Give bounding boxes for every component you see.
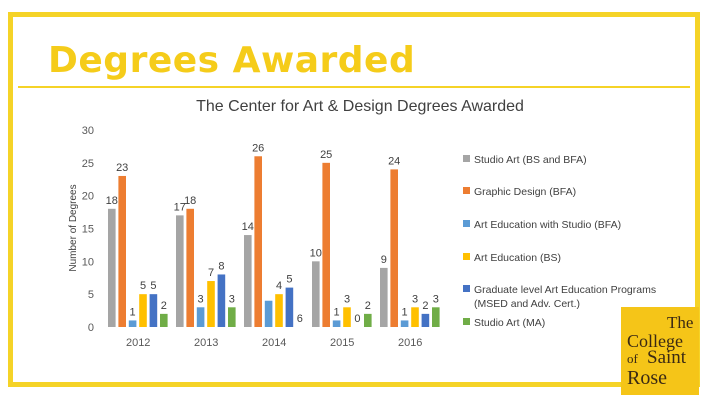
bar — [228, 307, 236, 327]
logo-text-of: of — [627, 351, 638, 366]
bar — [343, 307, 351, 327]
data-label: 5 — [150, 280, 156, 292]
legend-label: Graduate level Art Education Programs — [474, 284, 656, 296]
data-label: 5 — [286, 274, 292, 286]
legend-swatch — [463, 220, 470, 227]
data-label: 10 — [310, 247, 322, 259]
data-label: 18 — [106, 195, 118, 207]
x-tick-label: 2016 — [398, 337, 422, 349]
bar — [207, 281, 215, 327]
data-label: 3 — [229, 293, 235, 305]
bar — [364, 313, 372, 327]
data-label: 1 — [402, 306, 408, 318]
data-label: 25 — [320, 149, 332, 161]
data-label: 2 — [422, 300, 428, 312]
bar — [244, 235, 252, 327]
legend-label: Art Education (BS) — [474, 252, 561, 264]
y-tick-label: 25 — [82, 158, 94, 170]
legend-label: (MSED and Adv. Cert.) — [474, 298, 580, 310]
x-tick-label: 2013 — [194, 337, 218, 349]
bar — [421, 313, 430, 327]
data-label: 18 — [184, 195, 196, 207]
bar — [149, 294, 158, 327]
slide-frame — [8, 12, 700, 387]
y-tick-label: 5 — [88, 289, 94, 301]
bar — [264, 300, 273, 327]
college-logo: The College of Saint Rose — [621, 307, 699, 395]
bar — [176, 215, 184, 327]
legend-swatch — [463, 155, 470, 162]
bar — [275, 294, 283, 327]
bar — [411, 307, 419, 327]
logo-text-rose: Rose — [627, 367, 667, 389]
data-label: 2 — [365, 300, 371, 312]
y-tick-label: 30 — [82, 125, 94, 137]
legend-label: Studio Art (MA) — [474, 317, 545, 329]
legend-label: Graphic Design (BFA) — [474, 186, 576, 198]
x-tick-label: 2015 — [330, 337, 354, 349]
bar — [118, 175, 126, 327]
x-tick-label: 2014 — [262, 337, 286, 349]
bar — [254, 156, 262, 327]
data-label: 3 — [344, 293, 350, 305]
bar — [332, 320, 341, 327]
chart-title: The Center for Art & Design Degrees Awar… — [196, 98, 524, 115]
bar — [285, 287, 294, 327]
logo-text-saint: Saint — [647, 347, 687, 368]
y-axis-label: Number of Degrees — [68, 184, 79, 271]
legend-swatch — [463, 318, 470, 325]
data-label: 5 — [140, 280, 146, 292]
bar — [217, 274, 226, 327]
y-tick-label: 15 — [82, 224, 94, 236]
x-tick-label: 2012 — [126, 337, 150, 349]
data-label: 7 — [208, 267, 214, 279]
data-label: 3 — [433, 293, 439, 305]
bar — [322, 162, 330, 327]
bar — [128, 320, 137, 327]
title-divider — [18, 86, 690, 88]
data-label: 0 — [354, 313, 360, 325]
bar — [432, 307, 440, 327]
slide-title: Degrees Awarded — [48, 40, 416, 81]
data-label: 1 — [334, 306, 340, 318]
logo-text-college: College — [627, 331, 683, 351]
bar — [312, 261, 320, 327]
bar — [390, 169, 398, 327]
data-label: 23 — [116, 162, 128, 174]
bar — [139, 294, 147, 327]
data-label: 26 — [252, 142, 264, 154]
data-label: 8 — [218, 260, 224, 272]
legend-label: Art Education with Studio (BFA) — [474, 219, 621, 231]
logo-text-the: The — [667, 313, 694, 332]
data-label: 3 — [198, 293, 204, 305]
y-tick-label: 20 — [82, 191, 94, 203]
legend-label: Studio Art (BS and BFA) — [474, 154, 587, 166]
bar — [380, 267, 388, 327]
legend-swatch — [463, 253, 470, 260]
data-label: 2 — [161, 300, 167, 312]
bar — [160, 313, 168, 327]
bar — [400, 320, 409, 327]
legend-swatch — [463, 187, 470, 194]
data-label: 14 — [242, 221, 254, 233]
data-label: 24 — [388, 155, 400, 167]
bar — [108, 208, 116, 327]
legend-swatch — [463, 285, 470, 292]
y-tick-label: 0 — [88, 322, 94, 334]
bar — [196, 307, 205, 327]
data-label: 9 — [381, 254, 387, 266]
data-label: 17 — [174, 201, 186, 213]
y-tick-label: 10 — [82, 256, 94, 268]
data-label: 3 — [412, 293, 418, 305]
data-label: 6 — [297, 313, 303, 325]
bar — [186, 208, 194, 327]
data-label: 1 — [130, 306, 136, 318]
data-label: 4 — [276, 280, 282, 292]
